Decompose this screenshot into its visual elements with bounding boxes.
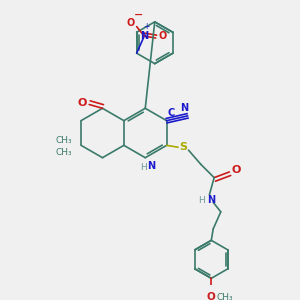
Text: −: − xyxy=(134,10,143,20)
Text: N: N xyxy=(147,161,155,171)
Text: O: O xyxy=(158,31,166,41)
Text: H: H xyxy=(140,163,147,172)
Text: H: H xyxy=(198,196,205,205)
Text: CH₃: CH₃ xyxy=(56,148,72,158)
Text: N: N xyxy=(180,103,188,113)
Text: C: C xyxy=(168,108,175,118)
Text: N: N xyxy=(140,31,148,41)
Text: O: O xyxy=(127,18,135,28)
Text: CH₃: CH₃ xyxy=(56,136,72,145)
Text: O: O xyxy=(231,165,241,175)
Text: O: O xyxy=(207,292,216,300)
Text: +: + xyxy=(143,22,149,31)
Text: O: O xyxy=(78,98,87,108)
Text: CH₃: CH₃ xyxy=(216,293,233,300)
Text: S: S xyxy=(180,142,188,152)
Text: N: N xyxy=(207,195,215,206)
